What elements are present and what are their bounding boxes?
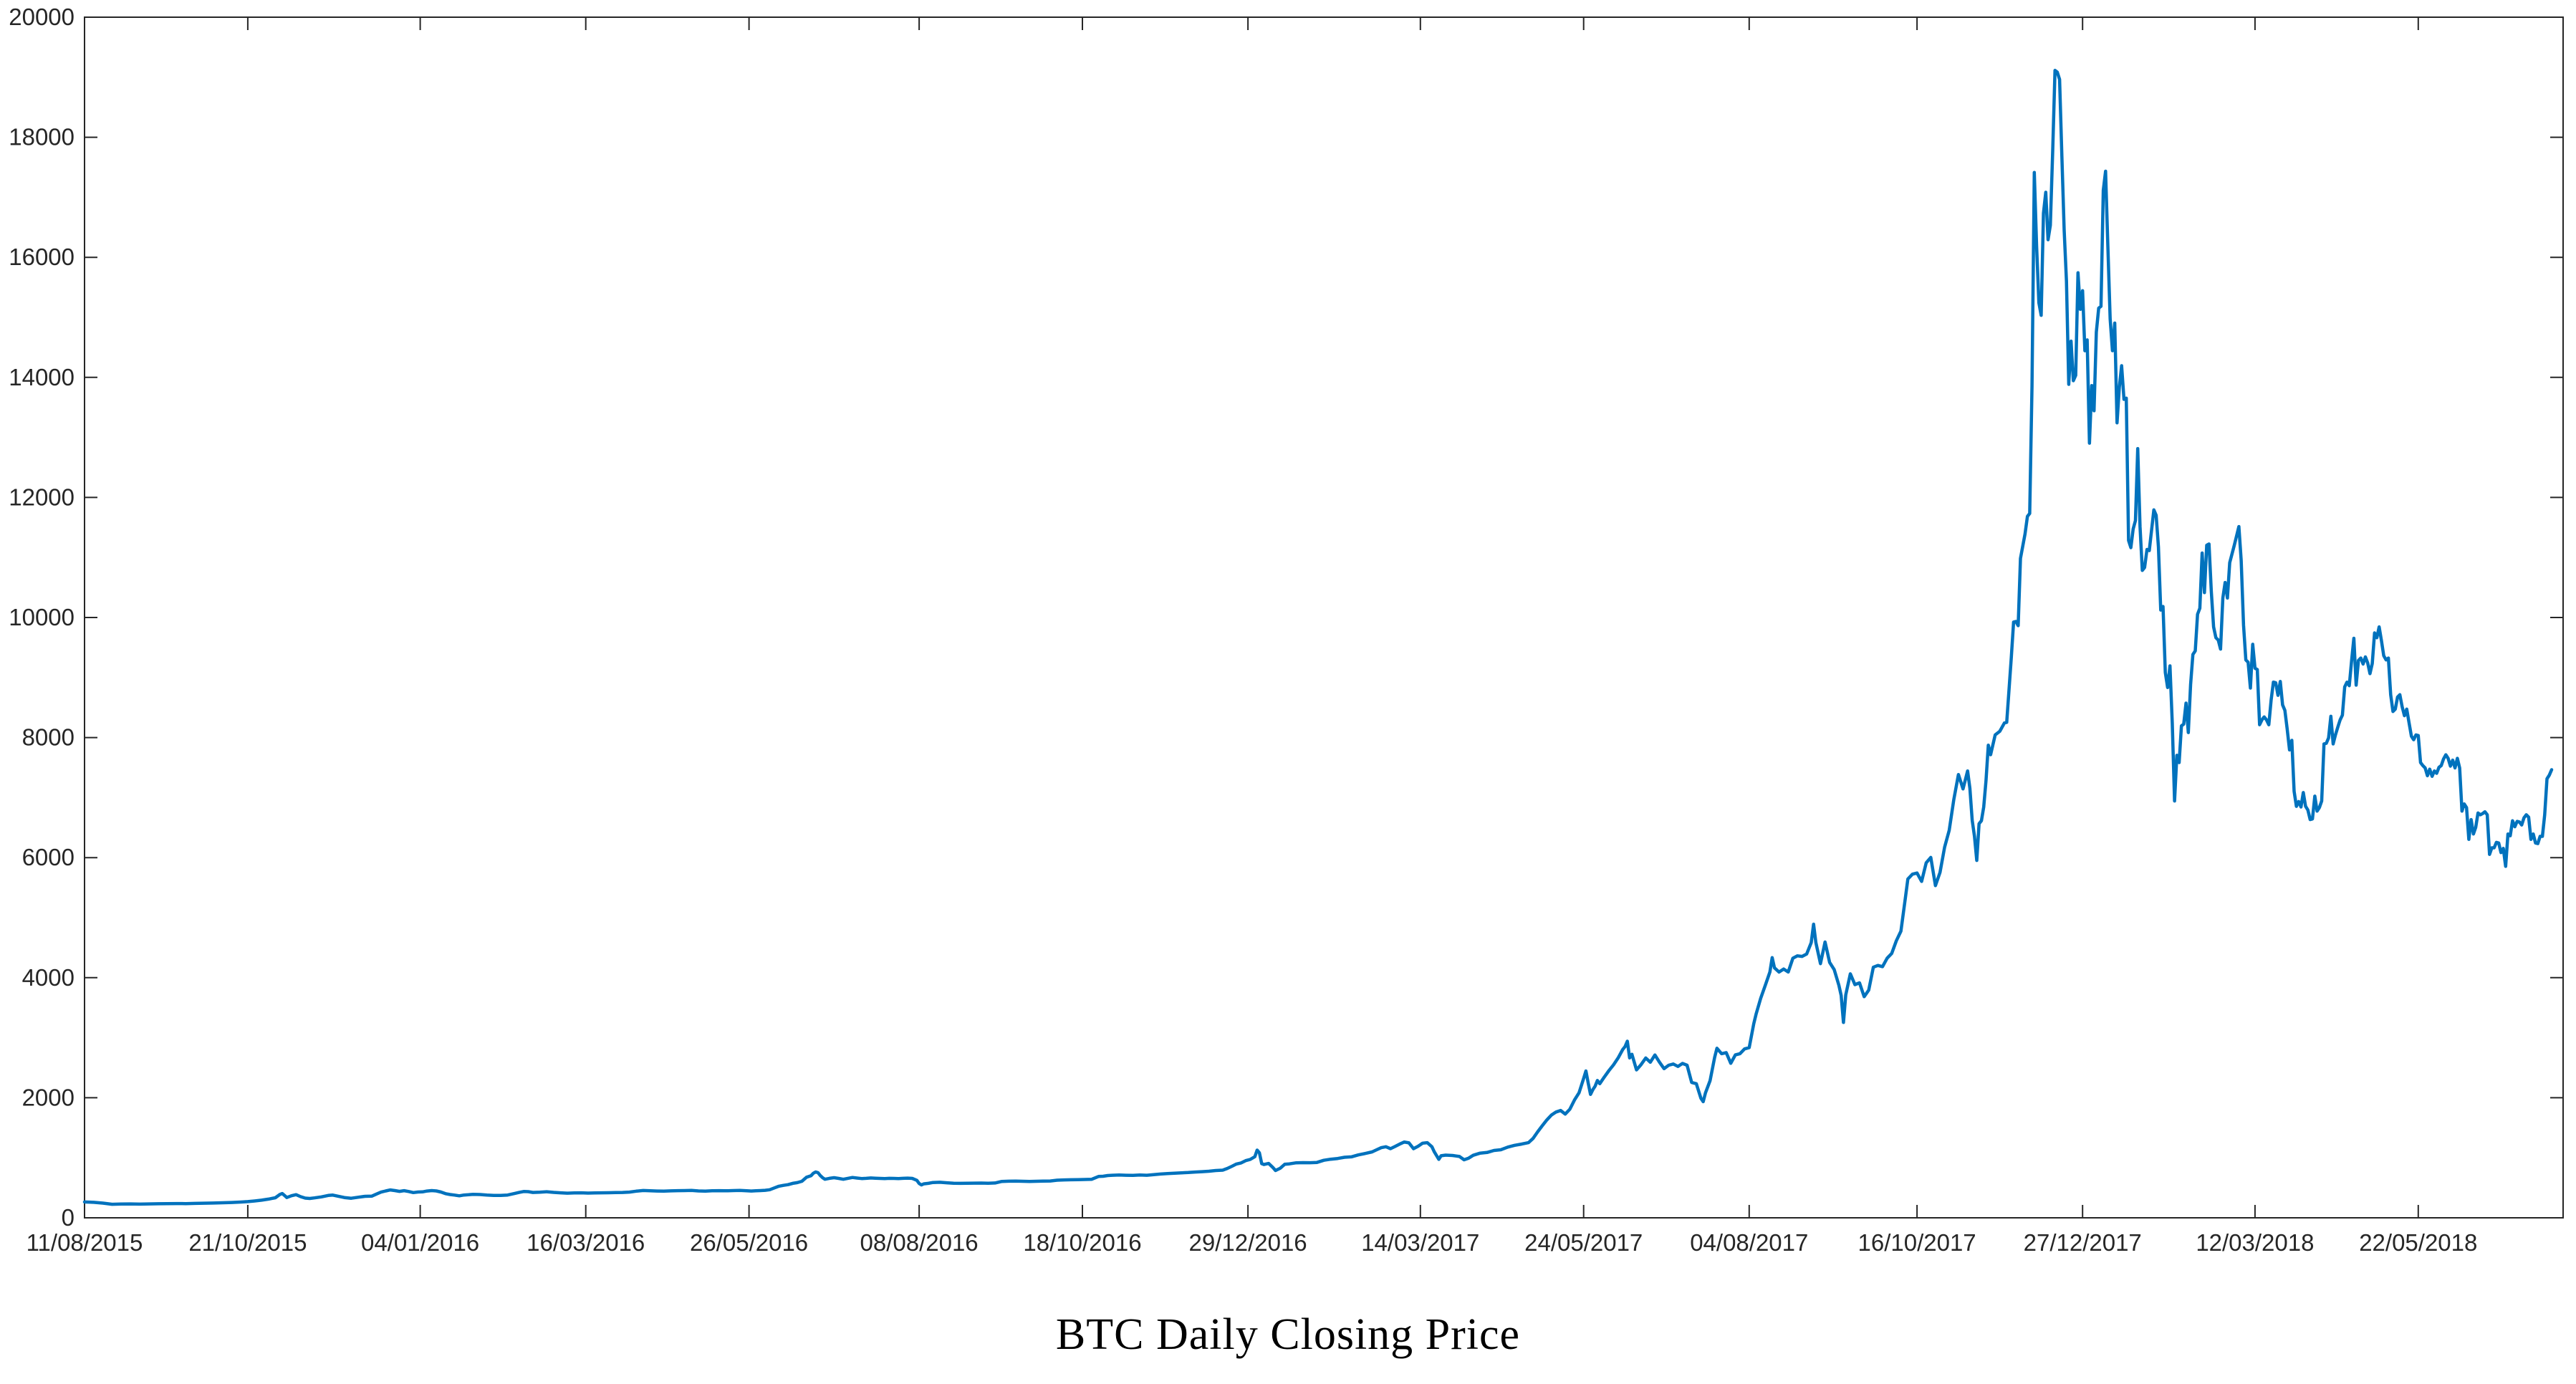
svg-text:10000: 10000 — [9, 604, 75, 630]
svg-text:4000: 4000 — [22, 964, 75, 991]
svg-text:04/01/2016: 04/01/2016 — [361, 1229, 479, 1256]
svg-text:18/10/2016: 18/10/2016 — [1023, 1229, 1141, 1256]
svg-text:14/03/2017: 14/03/2017 — [1361, 1229, 1479, 1256]
svg-text:16/03/2016: 16/03/2016 — [527, 1229, 645, 1256]
chart-title: BTC Daily Closing Price — [1055, 1310, 1521, 1359]
svg-text:2000: 2000 — [22, 1084, 75, 1110]
svg-text:24/05/2017: 24/05/2017 — [1524, 1229, 1643, 1256]
svg-text:11/08/2015: 11/08/2015 — [27, 1229, 143, 1256]
svg-text:0: 0 — [62, 1204, 75, 1231]
svg-text:8000: 8000 — [22, 724, 75, 751]
svg-text:18000: 18000 — [9, 124, 75, 150]
svg-text:12000: 12000 — [9, 484, 75, 510]
svg-text:04/08/2017: 04/08/2017 — [1690, 1229, 1808, 1256]
svg-text:6000: 6000 — [22, 844, 75, 870]
svg-text:26/05/2016: 26/05/2016 — [690, 1229, 808, 1256]
svg-text:21/10/2015: 21/10/2015 — [188, 1229, 307, 1256]
svg-text:16/10/2017: 16/10/2017 — [1858, 1229, 1976, 1256]
svg-text:16000: 16000 — [9, 244, 75, 270]
svg-text:27/12/2017: 27/12/2017 — [2024, 1229, 2142, 1256]
svg-text:20000: 20000 — [9, 4, 75, 30]
svg-text:08/08/2016: 08/08/2016 — [860, 1229, 979, 1256]
svg-text:14000: 14000 — [9, 364, 75, 390]
svg-text:29/12/2016: 29/12/2016 — [1189, 1229, 1307, 1256]
svg-text:22/05/2018: 22/05/2018 — [2359, 1229, 2477, 1256]
svg-text:12/03/2018: 12/03/2018 — [2196, 1229, 2314, 1256]
